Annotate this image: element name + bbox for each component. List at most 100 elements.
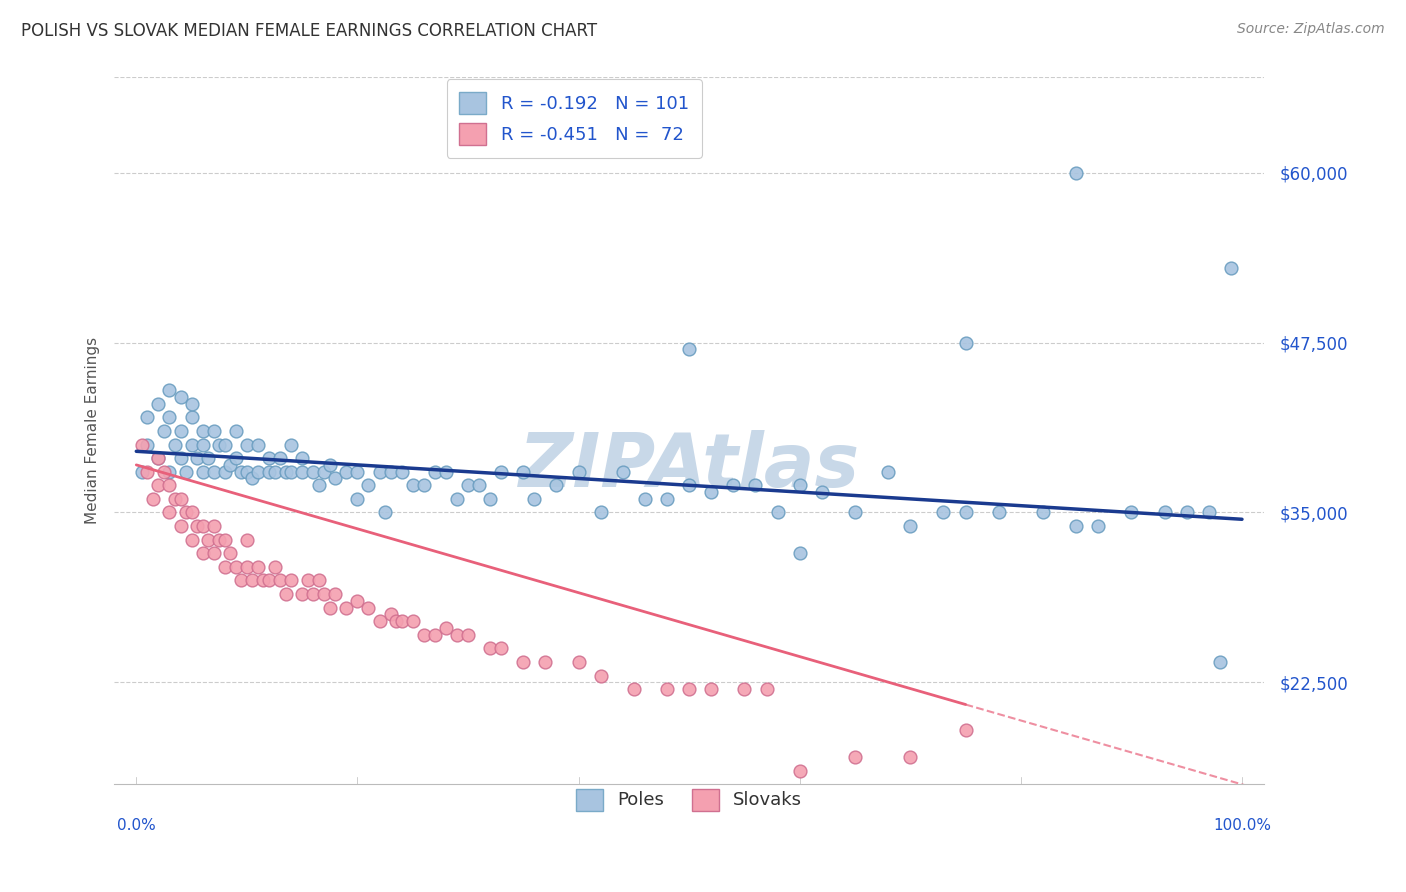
Point (733, 682, 755, 697)
Point (202, 519, 225, 533)
Point (723, 478, 745, 492)
Point (159, 465, 181, 479)
Point (380, 465, 402, 479)
Point (159, 506, 181, 520)
Point (1087, 519, 1109, 533)
Point (932, 506, 955, 520)
Point (197, 451, 219, 466)
Point (744, 478, 766, 492)
Legend: Poles, Slovaks: Poles, Slovaks (569, 781, 810, 818)
Point (169, 519, 191, 533)
Point (589, 668, 612, 682)
Point (634, 491, 657, 506)
Point (274, 587, 297, 601)
Text: 100.0%: 100.0% (1213, 818, 1271, 833)
Point (898, 519, 921, 533)
Point (402, 614, 425, 628)
Point (623, 682, 645, 697)
Point (169, 390, 191, 404)
Point (202, 546, 225, 560)
Text: 0.0%: 0.0% (117, 818, 156, 833)
Point (180, 506, 202, 520)
Point (1064, 166, 1087, 180)
Point (148, 397, 170, 411)
Point (197, 533, 219, 547)
Point (589, 506, 612, 520)
Point (314, 465, 336, 479)
Point (434, 621, 457, 635)
Point (263, 559, 285, 574)
Point (457, 478, 479, 492)
Y-axis label: Median Female Earnings: Median Female Earnings (86, 337, 100, 524)
Point (291, 465, 314, 479)
Point (512, 655, 534, 669)
Point (208, 533, 231, 547)
Point (214, 533, 236, 547)
Point (274, 465, 297, 479)
Point (357, 600, 380, 615)
Point (323, 587, 346, 601)
Point (844, 750, 866, 764)
Point (308, 574, 330, 588)
Point (148, 478, 170, 492)
Point (489, 641, 512, 656)
Point (214, 559, 236, 574)
Point (1064, 519, 1087, 533)
Point (136, 410, 159, 425)
Point (236, 533, 259, 547)
Point (755, 682, 778, 697)
Point (246, 559, 269, 574)
Point (612, 465, 634, 479)
Point (877, 465, 900, 479)
Point (153, 465, 176, 479)
Point (700, 682, 723, 697)
Point (479, 641, 502, 656)
Point (236, 437, 259, 451)
Point (191, 546, 214, 560)
Point (423, 628, 446, 642)
Point (402, 478, 425, 492)
Point (191, 424, 214, 438)
Point (374, 506, 396, 520)
Point (1175, 506, 1198, 520)
Point (446, 491, 468, 506)
Point (898, 750, 921, 764)
Point (280, 437, 302, 451)
Point (269, 574, 291, 588)
Point (225, 559, 247, 574)
Point (136, 437, 159, 451)
Point (678, 478, 700, 492)
Point (148, 451, 170, 466)
Point (219, 546, 242, 560)
Point (434, 465, 457, 479)
Point (242, 574, 264, 588)
Point (159, 410, 181, 425)
Point (308, 478, 330, 492)
Point (257, 465, 280, 479)
Point (191, 437, 214, 451)
Point (678, 682, 700, 697)
Point (335, 465, 357, 479)
Point (955, 723, 977, 737)
Point (159, 478, 181, 492)
Point (208, 437, 231, 451)
Point (319, 600, 342, 615)
Point (789, 478, 811, 492)
Point (423, 465, 446, 479)
Point (169, 491, 191, 506)
Point (263, 465, 285, 479)
Point (142, 491, 165, 506)
Point (136, 465, 159, 479)
Point (457, 628, 479, 642)
Point (225, 424, 247, 438)
Text: Source: ZipAtlas.com: Source: ZipAtlas.com (1237, 22, 1385, 37)
Point (257, 451, 280, 466)
Text: ZIPAtlas: ZIPAtlas (519, 430, 859, 503)
Point (236, 559, 259, 574)
Point (412, 628, 434, 642)
Point (280, 465, 302, 479)
Point (678, 343, 700, 357)
Point (368, 614, 391, 628)
Point (180, 533, 202, 547)
Point (242, 471, 264, 485)
